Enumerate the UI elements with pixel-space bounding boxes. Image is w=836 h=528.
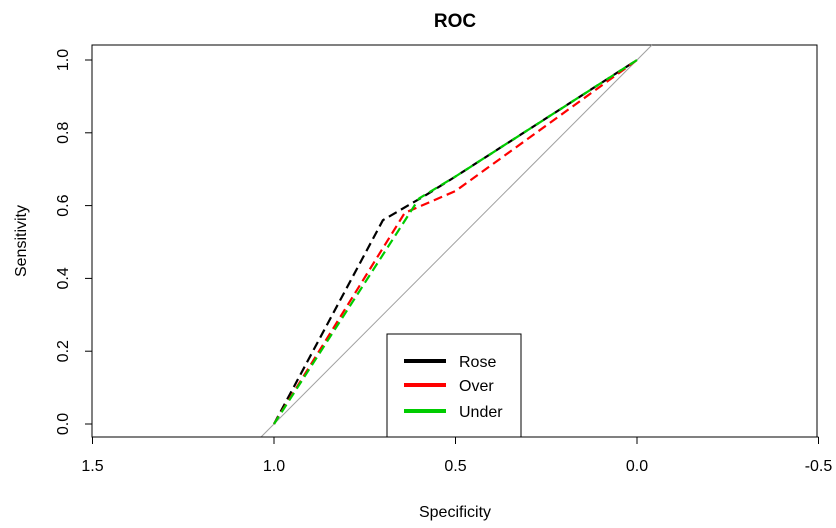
y-tick-label: 0.4: [55, 267, 72, 289]
legend-label-rose: Rose: [459, 354, 496, 371]
y-tick-label: 0.8: [55, 122, 72, 144]
x-tick-label: 1.5: [81, 458, 103, 475]
x-tick-label: 0.0: [626, 458, 648, 475]
series-line-rose: [273, 59, 638, 425]
y-axis-label: Sensitivity: [13, 205, 30, 277]
chart-title: ROC: [434, 11, 477, 32]
reference-layer: [260, 44, 653, 438]
axis-layer: 1.5 1.0 0.5 0.0 -0.5 0.0 0.2 0.4 0.6 0.8 1.0: [55, 49, 832, 475]
x-tick-label: 0.5: [444, 458, 466, 475]
y-tick-label: 0.6: [55, 194, 72, 216]
series-layer: [273, 59, 638, 425]
reference-diagonal: [260, 44, 653, 438]
legend: Rose Over Under: [386, 333, 522, 438]
legend-label-over: Over: [459, 378, 494, 395]
legend-label-under: Under: [459, 404, 503, 421]
x-tick-label: 1.0: [263, 458, 285, 475]
y-tick-label: 0.0: [55, 413, 72, 435]
x-axis-label: Specificity: [419, 504, 491, 521]
y-tick-label: 0.2: [55, 340, 72, 362]
series-line-under: [273, 59, 638, 425]
y-tick-label: 1.0: [55, 49, 72, 71]
legend-box: [386, 333, 522, 438]
x-tick-label: -0.5: [805, 458, 833, 475]
